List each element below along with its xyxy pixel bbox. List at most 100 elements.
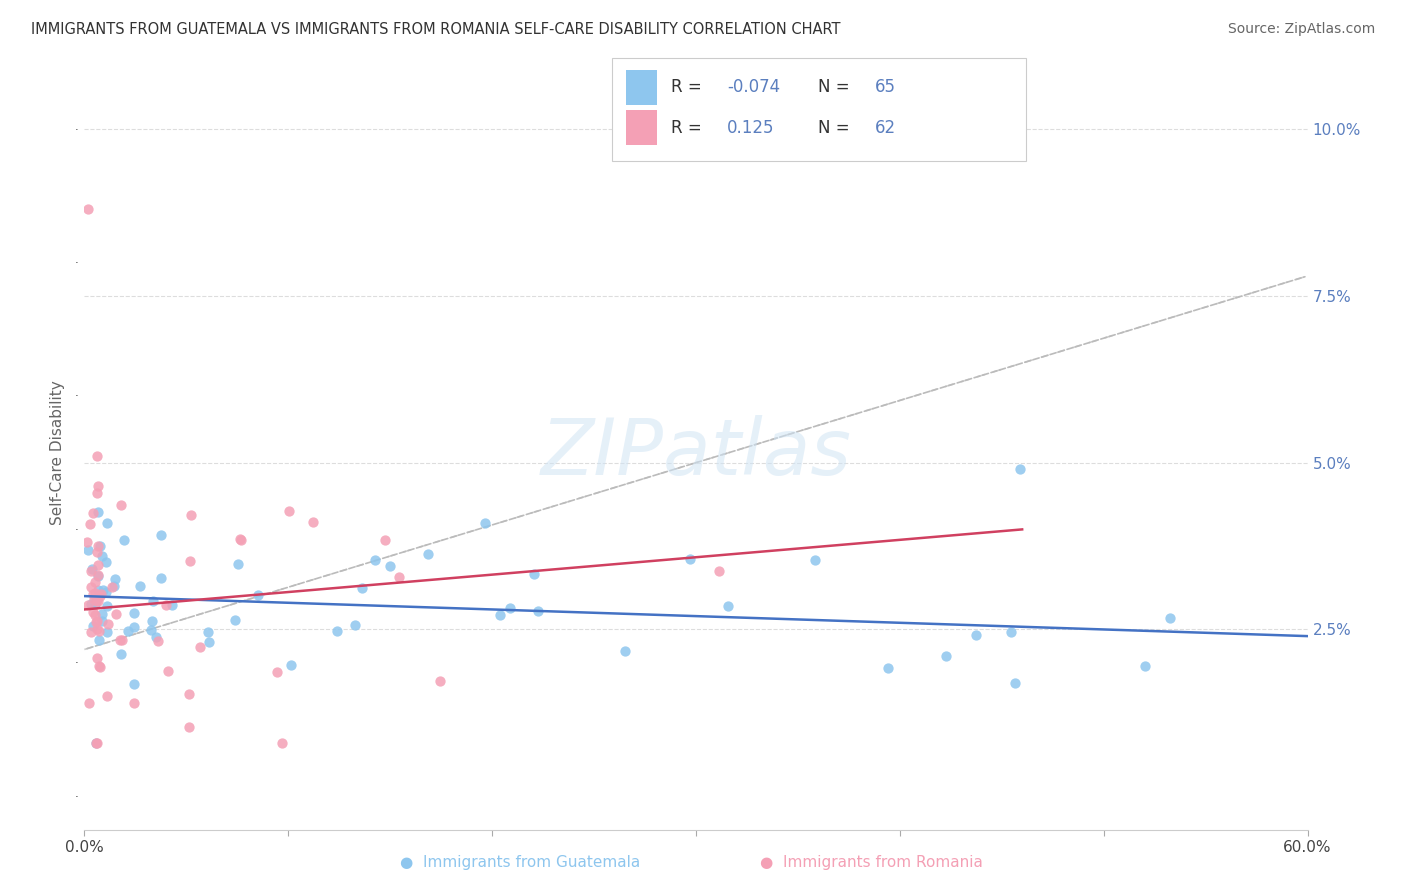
Point bbox=[86, 614, 108, 628]
Point bbox=[96, 624, 118, 639]
Point bbox=[343, 617, 366, 632]
Point bbox=[96, 616, 118, 631]
Point bbox=[190, 640, 212, 655]
Y-axis label: Self-Care Disability: Self-Care Disability bbox=[51, 380, 65, 525]
Point bbox=[177, 686, 200, 700]
Point bbox=[876, 660, 898, 674]
Point bbox=[157, 664, 180, 678]
Point bbox=[679, 551, 702, 566]
Point bbox=[149, 571, 172, 585]
Point bbox=[489, 608, 512, 623]
Point bbox=[84, 615, 107, 629]
Point bbox=[1159, 611, 1181, 625]
Point bbox=[229, 533, 252, 547]
Point bbox=[350, 581, 373, 595]
Point bbox=[104, 607, 127, 622]
Point bbox=[86, 591, 108, 606]
Point bbox=[79, 517, 101, 532]
Point bbox=[84, 594, 107, 608]
Point bbox=[198, 635, 221, 649]
Point bbox=[302, 515, 325, 529]
Point bbox=[86, 736, 108, 750]
Point bbox=[1000, 624, 1022, 639]
Point bbox=[141, 614, 163, 628]
Point bbox=[87, 539, 110, 553]
Point bbox=[87, 658, 110, 673]
Point bbox=[90, 607, 112, 621]
Point bbox=[86, 449, 108, 463]
Text: Source: ZipAtlas.com: Source: ZipAtlas.com bbox=[1227, 22, 1375, 37]
Point bbox=[197, 625, 219, 640]
Point bbox=[380, 559, 402, 574]
Point bbox=[155, 598, 177, 612]
Point bbox=[76, 535, 98, 549]
Point bbox=[103, 579, 125, 593]
Point bbox=[87, 568, 110, 582]
Point bbox=[96, 599, 118, 614]
Point bbox=[86, 622, 108, 636]
Text: N =: N = bbox=[818, 119, 855, 136]
Point bbox=[87, 567, 110, 582]
Point bbox=[104, 572, 127, 586]
Point bbox=[111, 633, 134, 648]
Point bbox=[429, 673, 451, 688]
Point bbox=[96, 516, 118, 530]
Point bbox=[804, 553, 827, 567]
Point bbox=[100, 580, 122, 594]
Point bbox=[110, 498, 132, 512]
Point bbox=[87, 558, 110, 572]
Point bbox=[86, 651, 108, 665]
Text: 65: 65 bbox=[875, 78, 896, 96]
Text: ZIPatlas: ZIPatlas bbox=[540, 415, 852, 491]
Point bbox=[707, 565, 730, 579]
Point bbox=[270, 736, 292, 750]
Point bbox=[266, 665, 288, 679]
Point bbox=[1008, 462, 1031, 476]
Point bbox=[89, 660, 111, 674]
Point bbox=[364, 553, 387, 567]
Point bbox=[77, 202, 100, 217]
Point bbox=[146, 633, 169, 648]
Text: IMMIGRANTS FROM GUATEMALA VS IMMIGRANTS FROM ROMANIA SELF-CARE DISABILITY CORREL: IMMIGRANTS FROM GUATEMALA VS IMMIGRANTS … bbox=[31, 22, 841, 37]
Text: -0.074: -0.074 bbox=[727, 78, 780, 96]
Point bbox=[80, 625, 103, 640]
Point bbox=[717, 599, 740, 613]
Point bbox=[86, 505, 108, 519]
Point bbox=[965, 628, 987, 642]
Point bbox=[142, 594, 165, 608]
Point bbox=[89, 539, 111, 553]
Point bbox=[277, 504, 299, 518]
Point bbox=[96, 690, 118, 704]
Point bbox=[180, 508, 202, 522]
Point bbox=[87, 583, 110, 598]
Point bbox=[79, 580, 101, 594]
Text: R =: R = bbox=[671, 78, 707, 96]
Point bbox=[90, 586, 112, 600]
Point bbox=[139, 623, 162, 637]
Point bbox=[90, 549, 112, 564]
Text: ●  Immigrants from Guatemala: ● Immigrants from Guatemala bbox=[401, 855, 640, 870]
Point bbox=[474, 516, 496, 531]
Point bbox=[122, 606, 145, 620]
Point bbox=[179, 554, 201, 568]
Point bbox=[124, 676, 146, 690]
Point bbox=[83, 574, 105, 589]
Point bbox=[82, 586, 104, 600]
Point bbox=[150, 528, 173, 542]
Point bbox=[87, 624, 110, 639]
Point bbox=[326, 624, 349, 639]
Point bbox=[935, 648, 957, 663]
Point bbox=[83, 607, 105, 622]
Point bbox=[80, 597, 103, 611]
Point bbox=[86, 545, 108, 559]
Text: R =: R = bbox=[671, 119, 707, 136]
Point bbox=[83, 598, 105, 612]
Point bbox=[280, 657, 302, 672]
Point bbox=[87, 632, 110, 647]
Text: N =: N = bbox=[818, 78, 855, 96]
Point bbox=[1004, 676, 1026, 690]
Point bbox=[82, 507, 104, 521]
Text: 62: 62 bbox=[875, 119, 896, 136]
Point bbox=[145, 631, 167, 645]
Point bbox=[76, 599, 98, 613]
